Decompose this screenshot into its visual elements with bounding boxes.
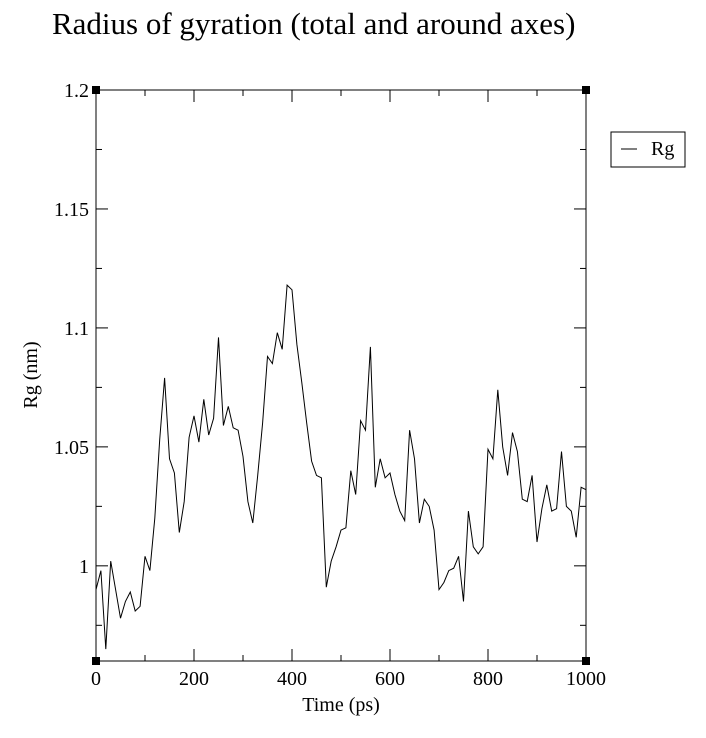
y-tick-label: 1.1 — [64, 318, 89, 340]
y-tick-label: 1 — [79, 556, 89, 578]
legend-label-rg: Rg — [651, 138, 674, 160]
y-tick-label: 1.2 — [64, 80, 89, 102]
tick-labels: 0 200 400 600 800 1000 1 1.05 1.1 1.15 1.2 — [54, 80, 606, 690]
x-tick-label: 1000 — [566, 668, 606, 690]
x-tick-label: 400 — [277, 668, 307, 690]
y-tick-label: 1.15 — [54, 199, 89, 221]
x-tick-label: 600 — [375, 668, 405, 690]
series-line-rg — [95, 284, 587, 650]
x-tick-label: 0 — [91, 668, 101, 690]
series-layer — [95, 284, 587, 650]
legend: Rg — [610, 131, 686, 168]
x-axis-label: Time (ps) — [302, 694, 380, 716]
x-tick-label: 800 — [473, 668, 503, 690]
x-tick-label: 200 — [179, 668, 209, 690]
chart-title: Radius of gyration (total and around axe… — [52, 6, 575, 41]
plot-frame — [95, 89, 587, 662]
axis-ticks — [95, 89, 587, 661]
y-tick-label: 1.05 — [54, 437, 89, 459]
axes — [92, 86, 590, 665]
y-axis-label: Rg (nm) — [20, 341, 42, 408]
